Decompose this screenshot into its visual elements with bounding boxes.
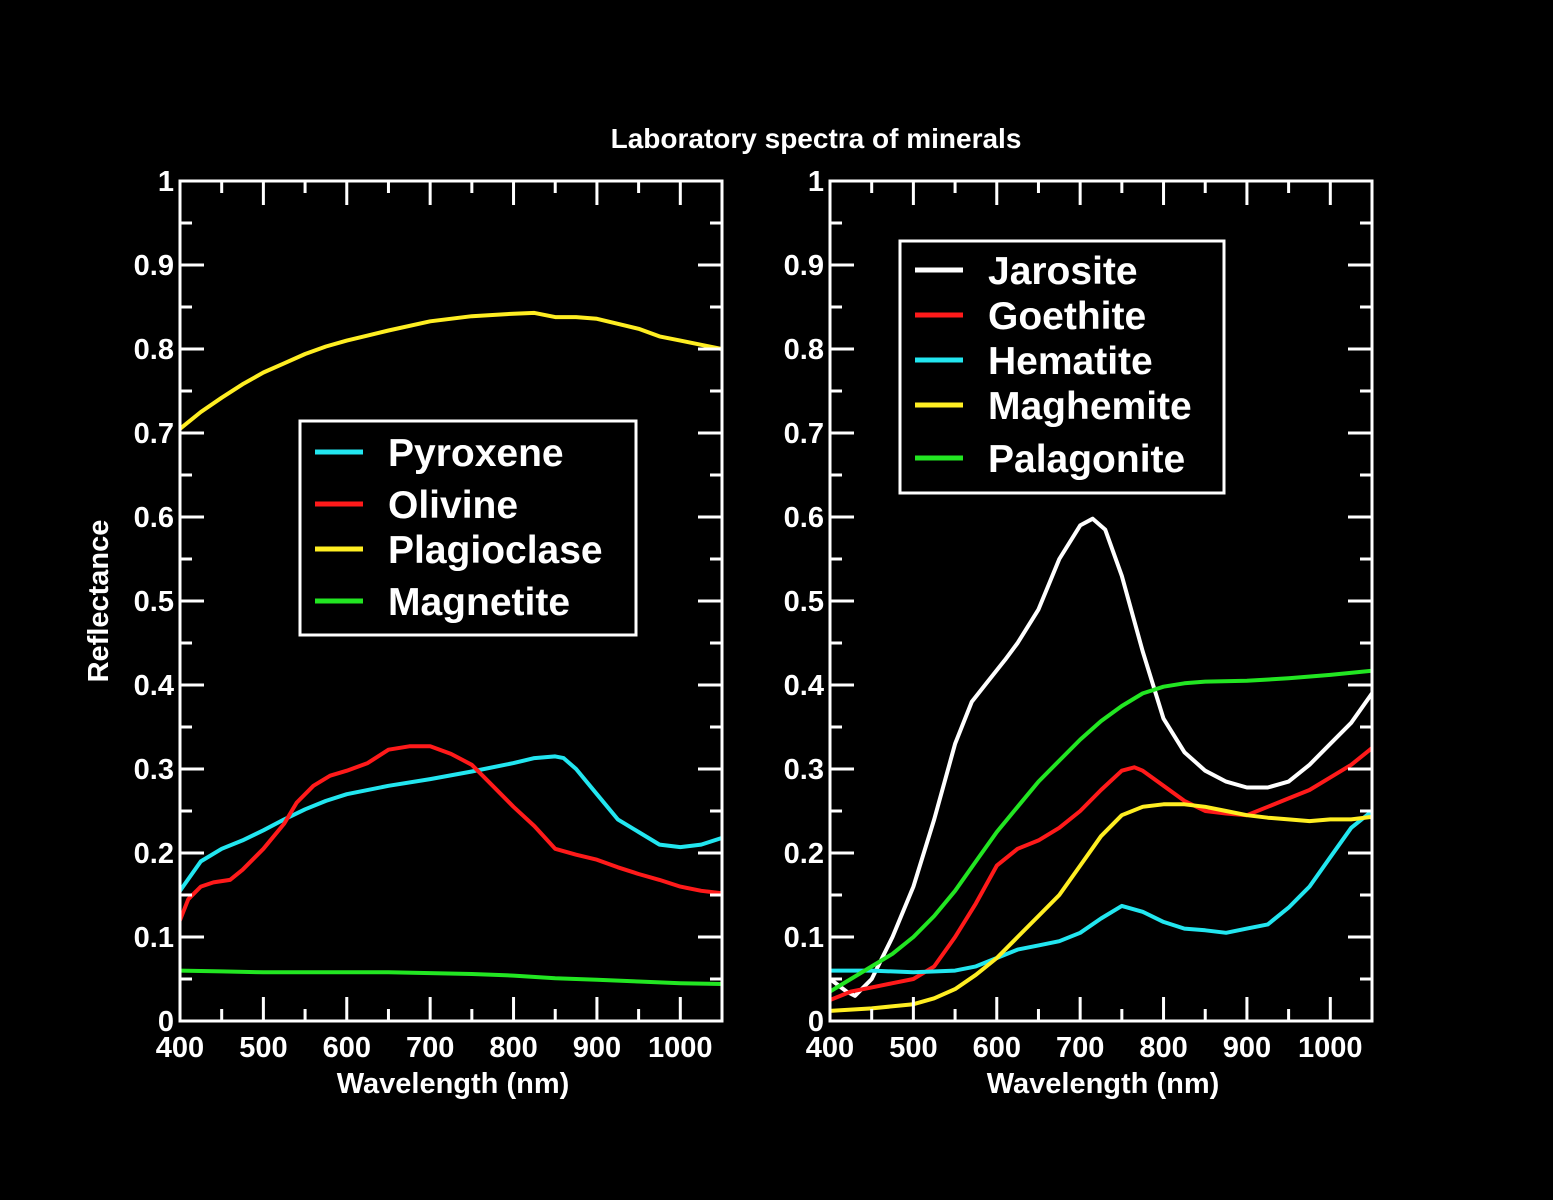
legend-label: Jarosite	[988, 250, 1138, 293]
series-line-olivine	[180, 744, 722, 923]
legend-item: Jarosite	[915, 250, 1138, 293]
legend-item: Maghemite	[915, 385, 1192, 428]
legend-label: Magnetite	[388, 581, 570, 624]
left-panel: 400 500 600 700 800 900 1000 0 0.1 0.2 0.3 0.4 0.5 0.…	[83, 166, 724, 1100]
legend-label: Goethite	[988, 295, 1146, 338]
legend-label: Pyroxene	[388, 432, 564, 475]
y-tick-label: 0.1	[784, 922, 824, 954]
legend-box	[898, 239, 1226, 495]
y-tick-label: 0.4	[784, 670, 824, 702]
y-tick-label: 0.2	[134, 838, 174, 870]
y-tick-label: 0.5	[784, 586, 824, 618]
legend-label: Plagioclase	[388, 529, 603, 572]
right-panel: 400 500 600 700 800 900 1000 0 0.1 0.2 0.3 0.4 0.5 0.…	[784, 166, 1374, 1100]
series-line-maghemite	[830, 802, 1372, 1013]
y-tick-label: 0.1	[134, 922, 174, 954]
y-tick-label: 0.6	[784, 502, 824, 534]
series-line-plagioclase	[180, 310, 722, 431]
legend-item: Magnetite	[315, 581, 570, 624]
legend-label: Olivine	[388, 484, 518, 527]
x-tick-label: 500	[889, 1032, 937, 1064]
y-tick-label: 0	[158, 1006, 174, 1038]
y-tick-label: 0.7	[134, 418, 174, 450]
y-tick-label: 0.2	[784, 838, 824, 870]
x-tick-label: 900	[1223, 1032, 1271, 1064]
y-tick-label: 0.9	[134, 250, 174, 282]
series-line-goethite	[830, 746, 1372, 1002]
series-line-hematite	[830, 809, 1372, 975]
y-tick-label: 0.3	[784, 754, 824, 786]
x-tick-label: 400	[806, 1032, 854, 1064]
y-tick-label: 0.5	[134, 586, 174, 618]
y-tick-label: 0.8	[134, 334, 174, 366]
legend-item: Goethite	[915, 295, 1146, 338]
legend-item: Pyroxene	[315, 432, 564, 475]
series-line-palagonite	[830, 668, 1372, 994]
series-line-magnetite	[180, 968, 722, 986]
x-tick-label: 700	[406, 1032, 454, 1064]
y-tick-label: 0.3	[134, 754, 174, 786]
y-tick-label: 1	[158, 166, 174, 198]
legend-item: Palagonite	[915, 438, 1185, 481]
x-axis-label: Wavelength (nm)	[987, 1068, 1220, 1100]
legend-item: Olivine	[315, 484, 518, 527]
x-tick-label: 800	[1139, 1032, 1187, 1064]
y-tick-label: 0.7	[784, 418, 824, 450]
legend-item: Hematite	[915, 340, 1153, 383]
x-tick-label: 500	[239, 1032, 287, 1064]
x-tick-label: 400	[156, 1032, 204, 1064]
legend-label: Maghemite	[988, 385, 1192, 428]
y-tick-label: 0.4	[134, 670, 174, 702]
chart-title: Laboratory spectra of minerals	[611, 123, 1022, 154]
legend-item: Plagioclase	[315, 529, 603, 572]
x-tick-label: 1000	[648, 1032, 713, 1064]
x-tick-label: 800	[489, 1032, 537, 1064]
series-line-pyroxene	[180, 754, 722, 893]
y-tick-label: 0.6	[134, 502, 174, 534]
x-tick-label: 600	[973, 1032, 1021, 1064]
y-axis-label: Reflectance	[83, 520, 115, 683]
x-axis-label: Wavelength (nm)	[337, 1068, 570, 1100]
x-tick-label: 700	[1056, 1032, 1104, 1064]
series-line-jarosite	[830, 516, 1372, 998]
legend-label: Hematite	[988, 340, 1153, 383]
y-tick-label: 0	[808, 1006, 824, 1038]
x-tick-label: 600	[323, 1032, 371, 1064]
x-tick-label: 1000	[1298, 1032, 1363, 1064]
y-tick-label: 0.9	[784, 250, 824, 282]
x-tick-label: 900	[573, 1032, 621, 1064]
y-tick-label: 0.8	[784, 334, 824, 366]
legend-label: Palagonite	[988, 438, 1185, 481]
y-tick-label: 1	[808, 166, 824, 198]
